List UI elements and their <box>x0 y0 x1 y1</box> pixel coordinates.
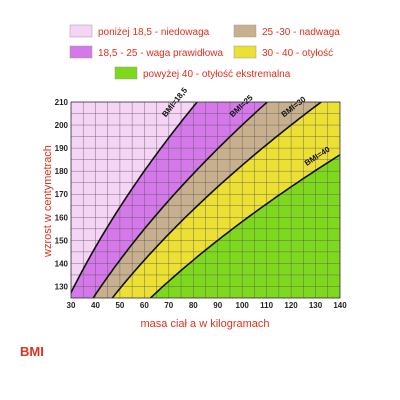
y-tick-label: 140 <box>55 259 69 268</box>
x-tick-label: 30 <box>67 301 76 310</box>
bmi-curve-25 <box>92 102 268 298</box>
y-tick-label: 210 <box>55 98 69 107</box>
x-tick-label: 120 <box>284 301 298 310</box>
y-tick-label: 190 <box>55 144 69 153</box>
legend-swatch-extreme-obesity <box>114 66 138 80</box>
x-tick-label: 80 <box>189 301 198 310</box>
plot-border <box>70 101 341 299</box>
x-tick-label: 130 <box>309 301 323 310</box>
bmi-zone-0 <box>71 102 198 293</box>
legend-label-extreme-obesity: powyżej 40 - otyłość ekstremalna <box>143 69 291 80</box>
bmi-zone-3 <box>112 102 340 298</box>
y-tick-label: 130 <box>55 282 69 291</box>
x-tick-label: 50 <box>115 301 124 310</box>
bmi-zone-4 <box>150 154 340 298</box>
legend-label-underweight: poniżej 18,5 - niedowaga <box>98 27 210 38</box>
y-tick-label: 150 <box>55 236 69 245</box>
legend-label-overweight: 25 -30 - nadwaga <box>262 27 340 38</box>
y-tick-label: 160 <box>55 213 69 222</box>
y-axis-title: wzrost w centymetrach <box>42 145 54 258</box>
x-tick-label: 90 <box>213 301 222 310</box>
legend: poniżej 18,5 - niedowaga 25 -30 - nadwag… <box>69 24 340 80</box>
x-tick-label: 140 <box>333 301 347 310</box>
legend-label-normal: 18,5 - 25 - waga prawidłowa <box>98 48 224 59</box>
bmi-curve-40 <box>149 153 340 298</box>
axis-ticks: 30 40 50 60 70 80 90 100 110 120 130 140 130 140 150 16… <box>55 98 348 310</box>
y-tick-label: 170 <box>55 190 69 199</box>
x-axis-title: masa ciał a w kilogramach <box>141 318 270 330</box>
x-tick-label: 60 <box>140 301 149 310</box>
y-tick-label: 180 <box>55 167 69 176</box>
x-tick-label: 40 <box>91 301 100 310</box>
legend-label-obesity: 30 - 40 - otyłość <box>262 48 333 59</box>
x-tick-label: 70 <box>164 301 173 310</box>
legend-swatch-underweight <box>69 24 93 38</box>
bmi-zone-2 <box>93 102 322 298</box>
legend-swatch-obesity <box>233 45 257 59</box>
legend-swatch-overweight <box>233 24 257 38</box>
bmi-curve-30 <box>111 102 322 298</box>
legend-swatch-normal <box>69 45 93 59</box>
y-tick-label: 200 <box>55 121 69 130</box>
bmi-footer-label: BMI <box>20 344 44 359</box>
x-tick-label: 110 <box>260 301 273 310</box>
x-tick-label: 100 <box>236 301 250 310</box>
bmi-curve-18-5 <box>71 102 198 295</box>
